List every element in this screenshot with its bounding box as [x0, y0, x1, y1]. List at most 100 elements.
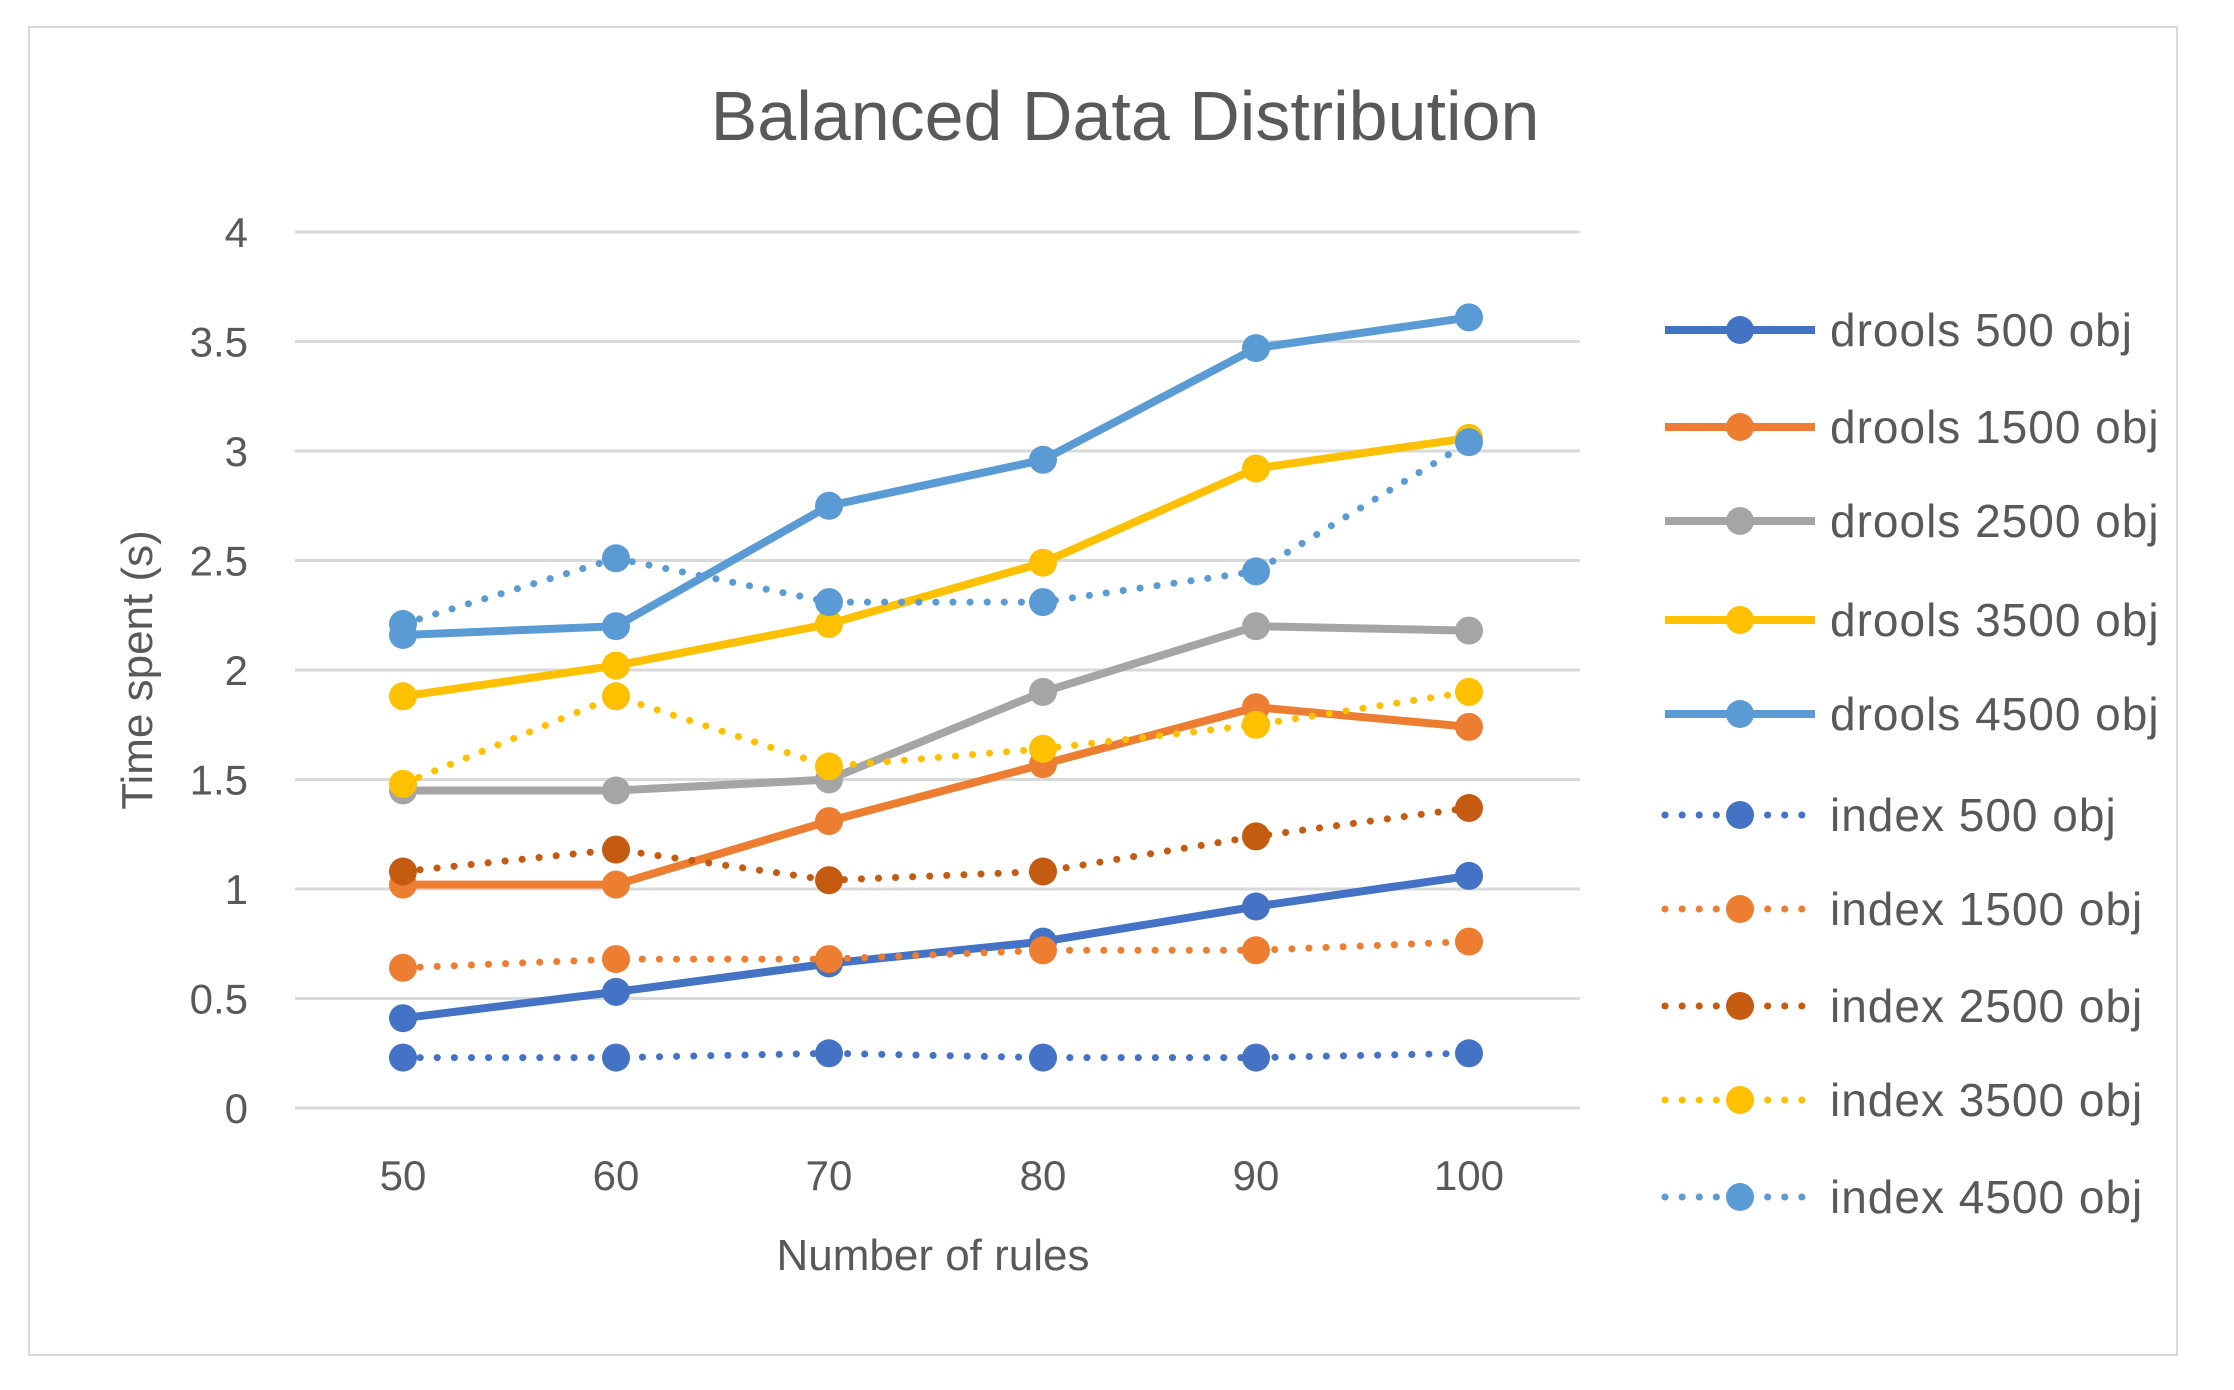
series-line	[399, 804, 1473, 884]
data-point	[602, 1043, 630, 1072]
data-point	[815, 610, 843, 638]
legend-swatch-marker	[1726, 700, 1754, 728]
series-2	[389, 693, 1483, 899]
data-point	[1242, 454, 1270, 483]
data-point	[815, 807, 843, 836]
series-line	[399, 622, 1473, 795]
legend-swatch-marker	[1726, 507, 1754, 535]
chart-frame	[28, 26, 2178, 1356]
x-tick-label: 70	[806, 1152, 853, 1199]
data-point	[1029, 936, 1057, 965]
data-point	[1455, 794, 1483, 822]
data-point	[602, 977, 630, 1006]
data-point	[389, 769, 417, 798]
data-point	[389, 610, 417, 638]
legend-item: drools 4500 obj	[1665, 688, 2159, 740]
data-point	[1029, 548, 1057, 577]
data-point	[815, 1039, 843, 1068]
data-point	[602, 870, 630, 899]
data-point	[1455, 616, 1483, 645]
data-point	[602, 682, 630, 711]
series-line	[399, 871, 1473, 1023]
x-tick-label: 60	[593, 1152, 640, 1199]
legend-swatch-marker	[1726, 801, 1754, 829]
y-tick-label: 3.5	[190, 319, 248, 366]
data-point	[1029, 857, 1057, 886]
legend-item: index 2500 obj	[1661, 980, 2143, 1032]
data-point	[389, 1043, 417, 1072]
data-point	[602, 835, 630, 864]
series-4	[389, 423, 1483, 711]
legend-label: drools 500 obj	[1830, 304, 2133, 356]
series-line	[399, 1049, 1473, 1062]
data-point	[389, 857, 417, 886]
data-point	[1242, 710, 1270, 739]
legend-swatch-marker	[1726, 895, 1754, 923]
data-point	[1242, 334, 1270, 363]
y-tick-label: 1	[225, 866, 248, 913]
data-point	[1455, 712, 1483, 741]
legend-swatch-marker	[1726, 1183, 1754, 1211]
data-point	[815, 588, 843, 617]
data-point	[815, 945, 843, 974]
y-axis-label: Time spent (s)	[113, 530, 162, 810]
data-point	[1242, 557, 1270, 586]
series-line	[399, 438, 1473, 628]
x-tick-label: 100	[1434, 1152, 1504, 1199]
y-tick-label: 1.5	[190, 757, 248, 804]
y-tick-label: 0.5	[190, 976, 248, 1023]
data-point	[389, 953, 417, 982]
y-axis-ticks: 0 0.5 1 1.5 2 2.5 3 3.5 4	[190, 209, 248, 1132]
y-tick-label: 2	[225, 647, 248, 694]
legend: drools 500 obj drools 1500 obj drools 2500…	[1661, 304, 2160, 1223]
data-point	[1242, 892, 1270, 921]
legend-swatch-marker	[1726, 316, 1754, 344]
series-5	[389, 303, 1483, 649]
data-point	[1242, 1043, 1270, 1072]
data-point	[1242, 936, 1270, 965]
data-point	[1455, 677, 1483, 706]
data-point	[1455, 428, 1483, 457]
data-point	[1029, 677, 1057, 706]
x-tick-label: 80	[1020, 1152, 1067, 1199]
series-6	[389, 1039, 1483, 1072]
legend-item: drools 3500 obj	[1665, 594, 2160, 646]
data-point	[1242, 612, 1270, 641]
data-point	[1455, 1039, 1483, 1068]
data-point	[815, 491, 843, 520]
series-10	[389, 428, 1483, 638]
legend-label: index 500 obj	[1830, 789, 2117, 841]
data-point	[1029, 1043, 1057, 1072]
series-line	[399, 433, 1473, 701]
legend-item: drools 500 obj	[1665, 304, 2133, 356]
data-point	[602, 945, 630, 974]
legend-item: index 3500 obj	[1661, 1074, 2143, 1126]
data-point	[1242, 822, 1270, 851]
gridlines	[295, 230, 1580, 1110]
legend-label: index 2500 obj	[1830, 980, 2143, 1032]
legend-label: index 3500 obj	[1830, 1074, 2143, 1126]
y-tick-label: 4	[225, 209, 248, 256]
series-7	[389, 927, 1483, 982]
series-3	[389, 612, 1483, 805]
x-axis-ticks: 50 60 70 80 90 100	[380, 1152, 1504, 1199]
series-line	[399, 703, 1473, 889]
data-point	[602, 612, 630, 641]
series-line	[399, 688, 1473, 788]
series-layer	[389, 303, 1483, 1072]
legend-label: drools 2500 obj	[1830, 495, 2160, 547]
x-tick-label: 90	[1233, 1152, 1280, 1199]
series-line	[399, 938, 1473, 972]
data-point	[389, 682, 417, 711]
series-line	[399, 313, 1473, 639]
data-point	[1455, 927, 1483, 956]
y-tick-label: 3	[225, 428, 248, 475]
legend-label: drools 3500 obj	[1830, 594, 2160, 646]
data-point	[1029, 588, 1057, 617]
legend-swatch-marker	[1726, 606, 1754, 634]
legend-swatch-marker	[1726, 413, 1754, 441]
y-tick-label: 2.5	[190, 538, 248, 585]
data-point	[1029, 734, 1057, 763]
data-point	[602, 651, 630, 680]
